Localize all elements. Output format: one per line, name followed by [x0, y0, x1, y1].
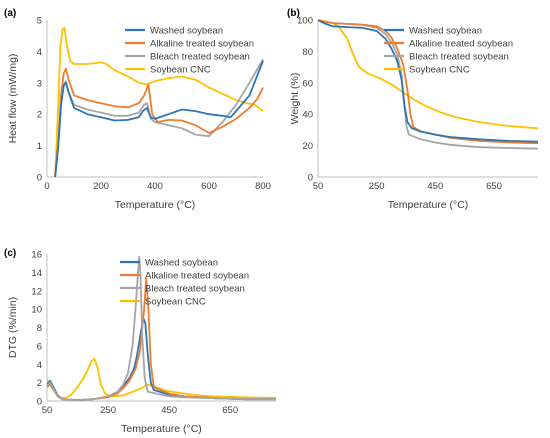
x-tick-label: 400	[147, 181, 163, 192]
series-line-bleach-treated-soybean	[47, 255, 276, 401]
x-tick-label: 450	[161, 405, 177, 416]
x-tick-label: 50	[313, 181, 324, 192]
legend-label-bleach-treated-soybean: Bleach treated soybean	[150, 52, 250, 63]
legend-label-washed-soybean: Washed soybean	[145, 258, 218, 269]
y-tick-label: 4	[37, 360, 42, 371]
legend-label-soybean-cnc: Soybean CNC	[409, 65, 470, 76]
x-tick-label: 650	[486, 181, 502, 192]
series-line-washed-soybean	[54, 60, 264, 178]
x-tick-label: 200	[93, 181, 109, 192]
y-tick-label: 1	[37, 141, 42, 152]
legend-label-alkaline-treated-soybean: Alkaline treated soybean	[145, 271, 249, 282]
panel-a-label: (a)	[4, 8, 16, 19]
series-line-bleach-treated-soybean	[54, 58, 264, 178]
series-line-washed-soybean	[318, 19, 539, 143]
y-tick-label: 5	[37, 16, 42, 27]
panel-a: (a) 0 1 2 3 4 5 0 200 400 600 800 Temperature (°C) H…	[4, 8, 271, 211]
y-tick-label: 2	[37, 110, 42, 121]
legend-label-washed-soybean: Washed soybean	[409, 26, 482, 37]
y-tick-label: 4	[37, 47, 42, 58]
y-tick-label: 40	[302, 110, 313, 121]
y-axis-title: Weight (%)	[289, 73, 301, 125]
series-line-alkaline-treated-soybean	[54, 67, 264, 178]
x-axis-title: Temperature (°C)	[115, 199, 196, 211]
series-line-washed-soybean	[47, 317, 276, 401]
panel-b: (b) 0 20 40 60 80 100 50 250 450 650 Temperature (…	[287, 8, 539, 211]
x-tick-label: 800	[255, 181, 271, 192]
legend-label-bleach-treated-soybean: Bleach treated soybean	[145, 284, 245, 295]
x-tick-label: 650	[222, 405, 238, 416]
y-tick-label: 2	[37, 378, 42, 389]
y-tick-label: 6	[37, 341, 42, 352]
y-tick-label: 60	[302, 78, 313, 89]
legend-label-alkaline-treated-soybean: Alkaline treated soybean	[409, 39, 513, 50]
y-tick-label: 0	[308, 173, 313, 184]
legend-label-bleach-treated-soybean: Bleach treated soybean	[409, 52, 509, 63]
legend-label-washed-soybean: Washed soybean	[150, 26, 223, 37]
x-tick-label: 0	[44, 181, 49, 192]
x-axis-title: Temperature (°C)	[121, 423, 202, 435]
y-tick-label: 0	[37, 173, 42, 184]
y-axis-title: Heat flow (mW/mg)	[7, 54, 19, 144]
y-tick-label: 10	[31, 305, 42, 316]
y-axis-title: DTG (%/min)	[7, 297, 19, 358]
series-line-soybean-cnc	[54, 26, 264, 178]
legend-label-alkaline-treated-soybean: Alkaline treated soybean	[150, 39, 254, 50]
y-tick-label: 8	[37, 323, 42, 334]
y-tick-label: 100	[297, 16, 313, 27]
y-tick-label: 16	[31, 250, 42, 261]
y-tick-label: 14	[31, 268, 42, 279]
legend-label-soybean-cnc: Soybean CNC	[150, 65, 211, 76]
legend-label-soybean-cnc: Soybean CNC	[145, 297, 206, 308]
panel-c: (c) 0 2 4 6 8 10 12 14 16 50 250 450 650 Temperature …	[4, 248, 276, 435]
panel-b-label: (b)	[287, 8, 300, 19]
x-tick-label: 250	[369, 181, 385, 192]
x-axis-title: Temperature (°C)	[388, 199, 469, 211]
x-tick-label: 450	[427, 181, 443, 192]
y-tick-label: 3	[37, 78, 42, 89]
x-tick-label: 250	[100, 405, 116, 416]
y-tick-label: 20	[302, 141, 313, 152]
y-tick-label: 12	[31, 286, 42, 297]
panel-c-label: (c)	[4, 248, 16, 259]
y-tick-label: 0	[37, 397, 42, 408]
y-tick-label: 80	[302, 47, 313, 58]
x-tick-label: 50	[42, 405, 53, 416]
x-tick-label: 600	[201, 181, 217, 192]
